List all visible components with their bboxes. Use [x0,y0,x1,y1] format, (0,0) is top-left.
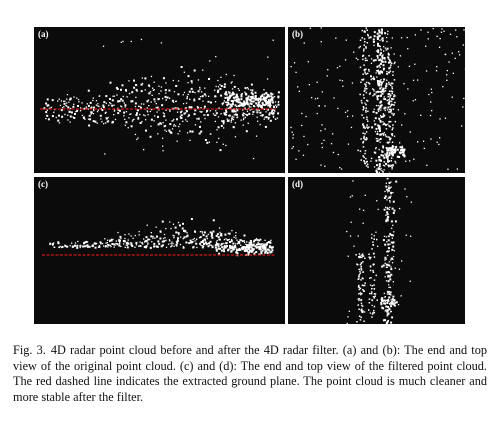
panel-d-top-view-filtered: (d) [288,177,465,324]
panel-b-point-cloud [290,27,465,173]
panel-b-label: (b) [292,29,303,39]
panel-c-label: (c) [38,179,48,189]
caption-label: Fig. 3. [13,343,46,357]
caption-text: 4D radar point cloud before and after th… [13,343,487,404]
panel-c-end-view-filtered: (c) [34,177,285,324]
panel-a-point-cloud [40,38,280,160]
panel-d-point-cloud [346,177,412,324]
panel-d-label: (d) [292,179,303,189]
panel-a-label: (a) [38,29,49,39]
panel-b-top-view-original: (b) [288,27,465,173]
panel-a-end-view-original: (a) [34,27,285,173]
figure-caption: Fig. 3. 4D radar point cloud before and a… [13,343,487,405]
panel-c-point-cloud [42,218,276,257]
